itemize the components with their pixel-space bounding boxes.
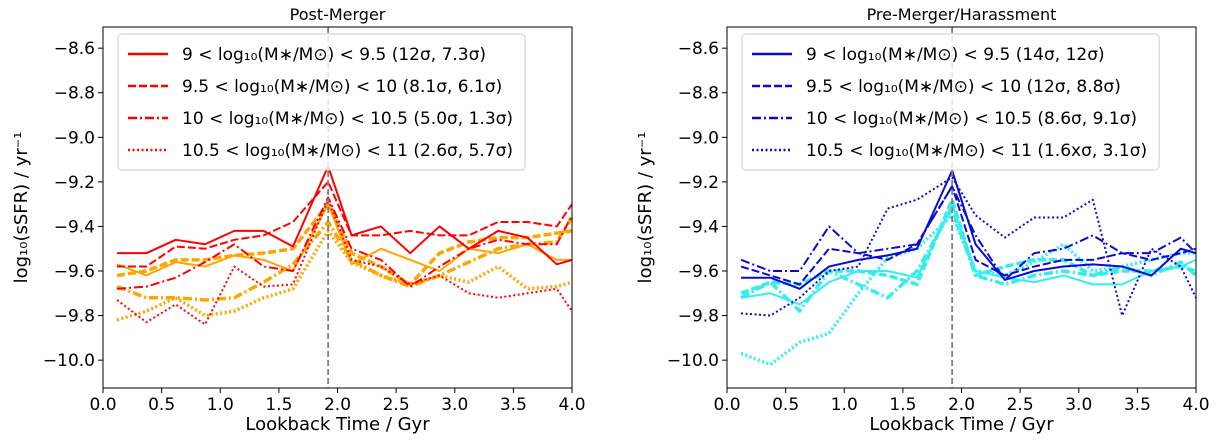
- series-line: [740, 197, 1197, 295]
- series-line: [116, 202, 573, 287]
- legend: 9 < log₁₀(M∗/M⊙) < 9.5 (12σ, 7.3σ) 9.5 < …: [117, 33, 526, 171]
- y-tick-label: −10.0: [43, 351, 95, 371]
- y-tick-label: −8.6: [678, 39, 719, 59]
- y-tick-label: −8.6: [54, 39, 95, 59]
- y-axis-label: log₁₀(sSFR) / yr⁻¹: [11, 132, 32, 284]
- x-tick-label: 3.5: [500, 395, 527, 415]
- legend-label: 9.5 < log₁₀(M∗/M⊙) < 10 (8.1σ, 6.1σ): [182, 77, 502, 97]
- y-tick-label: −9.2: [678, 173, 719, 193]
- panel: 0.0 0.5 1.0 1.5 2.0 2.5 3.0 3.5 4.0 −10.0 −9.8 −9.6…: [11, 5, 586, 435]
- x-tick-label: 4.0: [1182, 395, 1209, 415]
- x-tick-label: 0.0: [713, 395, 740, 415]
- series-line: [116, 198, 573, 326]
- legend-label: 9 < log₁₀(M∗/M⊙) < 9.5 (12σ, 7.3σ): [182, 45, 486, 65]
- y-axis-label: log₁₀(sSFR) / yr⁻¹: [635, 132, 656, 284]
- series-line: [116, 229, 573, 322]
- x-tick-label: 3.5: [1124, 395, 1151, 415]
- y-tick-label: −9.6: [54, 262, 95, 282]
- x-tick-label: 0.5: [148, 395, 175, 415]
- legend-box: [741, 33, 1160, 171]
- y-tick-label: −10.0: [667, 351, 719, 371]
- legend-label: 10.5 < log₁₀(M∗/M⊙) < 11 (1.6xσ, 3.1σ): [806, 141, 1147, 161]
- y-tick-label: −9.6: [678, 262, 719, 282]
- x-tick-label: 1.5: [265, 395, 292, 415]
- x-tick-label: 1.0: [207, 395, 234, 415]
- legend-label: 10.5 < log₁₀(M∗/M⊙) < 11 (2.6σ, 5.7σ): [182, 141, 513, 161]
- y-tick-label: −9.8: [54, 307, 95, 327]
- x-tick-label: 0.0: [89, 395, 116, 415]
- y-tick-label: −9.2: [54, 173, 95, 193]
- y-tick-label: −9.0: [54, 128, 95, 148]
- series-line: [740, 213, 1196, 367]
- series-line: [740, 176, 1197, 317]
- y-tick-label: −8.8: [54, 84, 95, 104]
- y-tick-label: −9.8: [678, 307, 719, 327]
- chart-title: Post-Merger: [290, 5, 386, 24]
- x-tick-label: 2.5: [1007, 395, 1034, 415]
- y-tick-label: −9.4: [678, 217, 719, 237]
- x-axis-label: Lookback Time / Gyr: [869, 414, 1054, 435]
- y-tick-label: −9.0: [678, 128, 719, 148]
- legend: 9 < log₁₀(M∗/M⊙) < 9.5 (14σ, 12σ) 9.5 < l…: [741, 33, 1160, 171]
- legend-label: 9 < log₁₀(M∗/M⊙) < 9.5 (14σ, 12σ): [806, 45, 1105, 65]
- series-line: [741, 169, 1197, 290]
- x-tick-label: 2.0: [324, 395, 351, 415]
- series-line: [116, 196, 573, 290]
- legend-label: 9.5 < log₁₀(M∗/M⊙) < 10 (12σ, 8.8σ): [806, 77, 1121, 97]
- chart-title: Pre-Merger/Harassment: [867, 5, 1057, 24]
- series-line: [117, 180, 573, 268]
- series-line: [116, 216, 574, 302]
- x-tick-label: 2.0: [948, 395, 975, 415]
- x-tick-label: 0.5: [772, 395, 799, 415]
- legend-box: [117, 33, 526, 171]
- y-tick-label: −8.8: [678, 84, 719, 104]
- x-tick-label: 4.0: [558, 395, 585, 415]
- x-tick-label: 3.0: [1065, 395, 1092, 415]
- y-tick-label: −9.4: [54, 217, 95, 237]
- x-tick-label: 1.5: [889, 395, 916, 415]
- legend-label: 10 < log₁₀(M∗/M⊙) < 10.5 (8.6σ, 9.1σ): [806, 109, 1137, 129]
- series-line: [116, 203, 572, 277]
- series-line: [740, 185, 1197, 281]
- x-tick-label: 3.0: [441, 395, 468, 415]
- panel: 0.0 0.5 1.0 1.5 2.0 2.5 3.0 3.5 4.0 −10.0 −9.8 −9.6…: [635, 5, 1210, 435]
- legend-label: 10 < log₁₀(M∗/M⊙) < 10.5 (5.0σ, 1.3σ): [182, 109, 513, 129]
- x-tick-label: 1.0: [831, 395, 858, 415]
- series-line: [740, 185, 1197, 286]
- x-tick-label: 2.5: [383, 395, 410, 415]
- x-axis-label: Lookback Time / Gyr: [245, 414, 430, 435]
